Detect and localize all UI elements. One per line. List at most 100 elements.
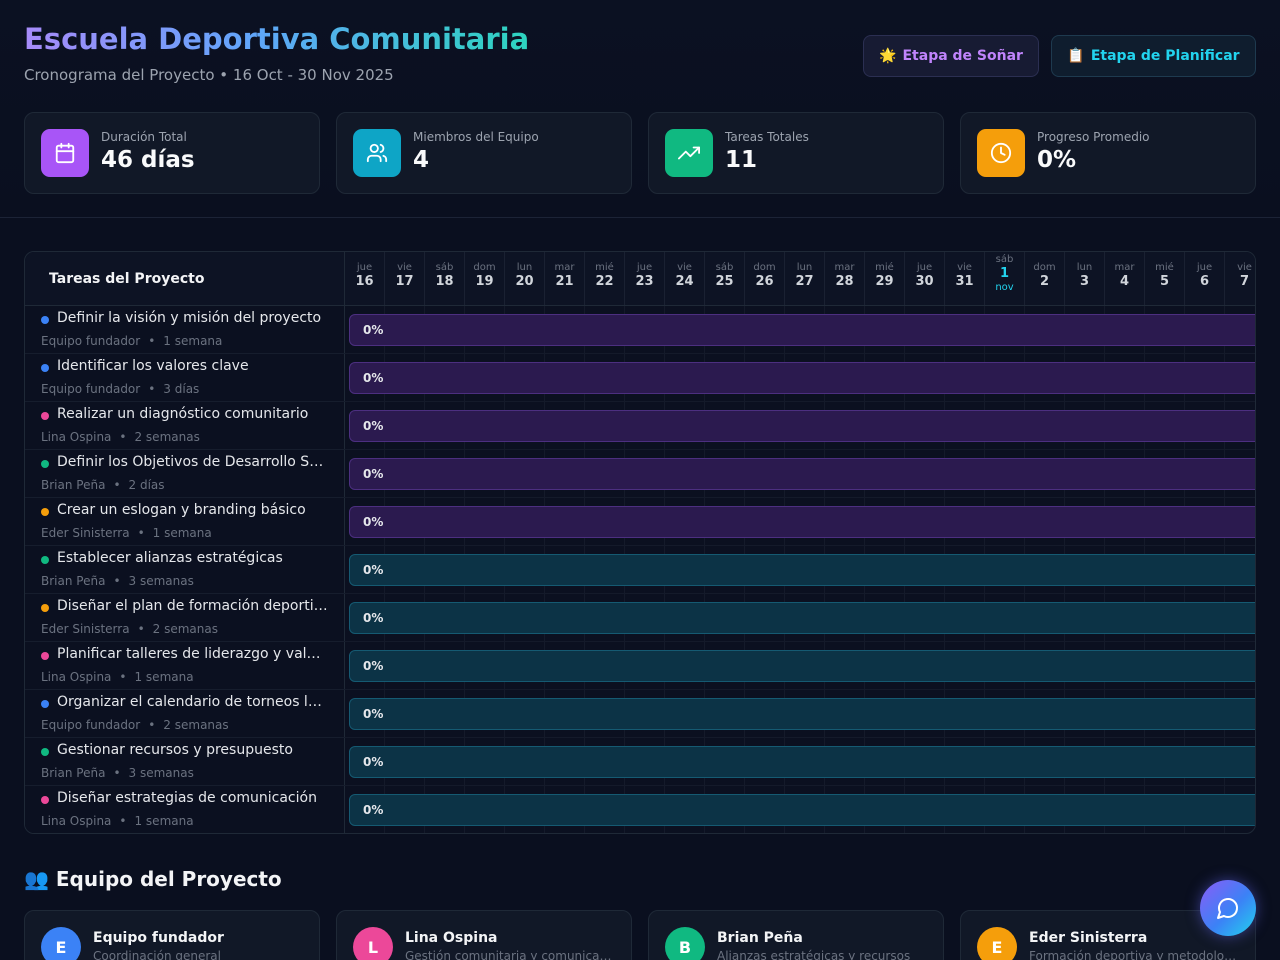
meta-separator: • [119,670,127,684]
day-number: 29 [875,274,894,289]
timeline-area: 0% 0% 0% 0% 0% 0% 0% 0% 0% 0% 0% [345,306,1255,833]
task-bar[interactable]: 0% [349,506,1255,538]
task-owner-dot [41,748,49,756]
task-bar[interactable]: 0% [349,602,1255,634]
day-column-header: vie 24 [665,252,705,305]
task-row[interactable]: Crear un eslogan y branding básico Eder S… [25,498,345,546]
day-column-header: jue 6 [1185,252,1225,305]
day-number: 7 [1239,274,1250,289]
team-section-title: 👥 Equipo del Proyecto [24,867,282,891]
task-owner: Equipo fundador [41,334,141,348]
users-icon [353,129,401,177]
task-owner-dot [41,460,49,468]
task-bar[interactable]: 0% [349,746,1255,778]
day-weekday: vie [677,262,692,273]
stage-dream-button[interactable]: 🌟 Etapa de Soñar [863,35,1039,77]
task-bar[interactable]: 0% [349,554,1255,586]
task-row[interactable]: Gestionar recursos y presupuesto Brian Pe… [25,738,345,786]
task-row[interactable]: Identificar los valores clave Equipo fund… [25,354,345,402]
task-bar[interactable]: 0% [349,362,1255,394]
meta-separator: • [148,334,156,348]
day-column-header: dom 19 [465,252,505,305]
timeline-rowline [345,641,1255,642]
task-bar[interactable]: 0% [349,410,1255,442]
day-weekday: mié [595,262,614,273]
avatar: E [977,927,1017,960]
task-progress-label: 0% [363,803,384,817]
day-column-header: mar 28 [825,252,865,305]
task-bar[interactable]: 0% [349,314,1255,346]
day-column-header: mar 4 [1105,252,1145,305]
page-header: Escuela Deportiva Comunitaria Cronograma… [0,0,1280,218]
tasks-column-header: Tareas del Proyecto [25,252,345,306]
task-owner-dot [41,556,49,564]
task-name: Diseñar estrategias de comunicación [57,790,317,806]
task-name: Establecer alianzas estratégicas [57,550,283,566]
day-weekday: mar [554,262,575,273]
task-owner-dot [41,412,49,420]
task-bar[interactable]: 0% [349,698,1255,730]
star-icon: 🌟 [879,48,897,64]
stat-label: Progreso Promedio [1037,130,1150,144]
task-row[interactable]: Establecer alianzas estratégicas Brian Pe… [25,546,345,594]
timeline-rowline [345,689,1255,690]
task-bar[interactable]: 0% [349,794,1255,826]
task-name: Identificar los valores clave [57,358,249,374]
task-row[interactable]: Realizar un diagnóstico comunitario Lina … [25,402,345,450]
team-member-card[interactable]: E Equipo fundador Coordinación general [24,910,320,960]
day-column-header: dom 26 [745,252,785,305]
task-duration: 1 semana [163,334,223,348]
day-column-header: vie 17 [385,252,425,305]
stage-plan-button[interactable]: 📋 Etapa de Planificar [1051,35,1256,77]
day-number: 4 [1119,274,1130,289]
stat-label: Tareas Totales [725,130,809,144]
task-name: Crear un eslogan y branding básico [57,502,306,518]
day-column-header: mié 5 [1145,252,1185,305]
task-meta: Lina Ospina • 1 semana [41,670,194,684]
day-column-header: sáb 25 [705,252,745,305]
day-number: 26 [755,274,774,289]
task-duration: 3 semanas [128,574,194,588]
day-weekday: vie [957,262,972,273]
task-progress-label: 0% [363,467,384,481]
day-number: 16 [355,274,374,289]
chat-button[interactable] [1200,880,1256,936]
avatar: E [41,927,81,960]
day-number: 25 [715,274,734,289]
stat-card-members: Miembros del Equipo 4 [336,112,632,194]
stat-label: Miembros del Equipo [413,130,539,144]
timeline-rowline [345,593,1255,594]
team-member-card[interactable]: B Brian Peña Alianzas estratégicas y recur… [648,910,944,960]
task-name: Gestionar recursos y presupuesto [57,742,293,758]
stat-value: 46 días [101,147,195,173]
day-number: 31 [955,274,974,289]
timeline-rowline [345,401,1255,402]
task-progress-label: 0% [363,371,384,385]
task-bar[interactable]: 0% [349,650,1255,682]
stat-card-duration: Duración Total 46 días [24,112,320,194]
task-row[interactable]: Organizar el calendario de torneos local… [25,690,345,738]
task-owner: Equipo fundador [41,718,141,732]
meta-separator: • [148,718,156,732]
task-row[interactable]: Planificar talleres de liderazgo y valor… [25,642,345,690]
timeline-days-header: jue 16 vie 17 sáb 18 dom 19 lun 20 mar 21 mié 22 jue 23… [345,252,1255,306]
task-owner: Brian Peña [41,766,106,780]
task-progress-label: 0% [363,563,384,577]
stage-dream-label: Etapa de Soñar [902,48,1023,64]
day-number: 21 [555,274,574,289]
meta-separator: • [113,574,121,588]
task-row[interactable]: Diseñar estrategias de comunicación Lina … [25,786,345,833]
team-member-card[interactable]: L Lina Ospina Gestión comunitaria y comuni… [336,910,632,960]
task-row[interactable]: Definir la visión y misión del proyecto E… [25,306,345,354]
task-bar[interactable]: 0% [349,458,1255,490]
task-row[interactable]: Definir los Objetivos de Desarrollo Sost… [25,450,345,498]
task-row[interactable]: Diseñar el plan de formación deportiva Ed… [25,594,345,642]
day-month: nov [995,282,1014,293]
day-column-header: dom 2 [1025,252,1065,305]
timeline-rowline [345,545,1255,546]
day-column-header: jue 30 [905,252,945,305]
task-owner-dot [41,796,49,804]
task-progress-label: 0% [363,419,384,433]
member-role: Gestión comunitaria y comunicación [405,949,617,960]
gantt-chart: Tareas del Proyecto jue 16 vie 17 sáb 18 dom 19… [24,251,1256,834]
